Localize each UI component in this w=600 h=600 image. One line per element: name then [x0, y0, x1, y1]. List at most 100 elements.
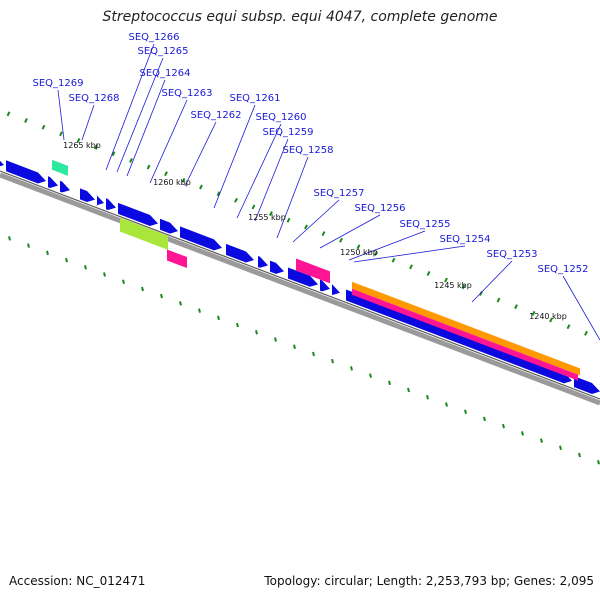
cds-arrow	[574, 376, 600, 394]
tick-mark	[269, 211, 273, 217]
tick-mark	[59, 131, 63, 137]
tick-mark	[514, 304, 518, 310]
tick-mark	[24, 118, 28, 123]
feature-teal	[52, 159, 68, 176]
tick-mark	[388, 380, 391, 386]
tick-mark	[41, 124, 46, 130]
tick-mark	[531, 310, 536, 316]
gene-label-leader	[319, 214, 381, 249]
cds-arrow	[96, 194, 104, 206]
gene-label-leader	[105, 43, 155, 171]
tick-mark	[65, 257, 68, 263]
tick-mark	[559, 445, 562, 451]
gene-label-leader	[236, 123, 282, 219]
cds-arrow	[180, 226, 222, 251]
genome-backbone-edge	[0, 170, 600, 400]
cds-arrow	[160, 218, 178, 234]
tick-mark	[356, 244, 361, 250]
gene-label-leader	[348, 230, 426, 261]
cds-arrow	[6, 160, 46, 184]
tick-mark	[374, 251, 378, 256]
gene-label-leader	[213, 104, 256, 209]
gene-label-leader	[184, 121, 217, 187]
gene-label: SEQ_1256	[355, 203, 406, 214]
gene-label: SEQ_1266	[129, 32, 180, 43]
gene-label-leader	[292, 199, 340, 243]
tick-mark	[445, 402, 448, 407]
gene-label: SEQ_1260	[256, 112, 307, 123]
genome-backbone	[0, 172, 600, 406]
position-label: 1255 kbp	[248, 213, 286, 222]
tick-mark	[407, 387, 410, 393]
tick-mark	[461, 284, 466, 290]
position-label: 1265 kbp	[63, 141, 101, 150]
tick-mark	[286, 217, 291, 223]
tick-mark	[540, 438, 543, 443]
cds-arrow	[106, 198, 116, 211]
cds-arrow	[332, 284, 340, 296]
tick-mark	[339, 237, 343, 243]
gene-label: SEQ_1264	[140, 68, 191, 79]
gene-label: SEQ_1269	[33, 78, 84, 89]
cds-arrow	[118, 202, 158, 226]
tick-mark	[496, 297, 501, 303]
tick-mark	[584, 330, 588, 336]
tick-mark	[549, 317, 553, 323]
tick-mark	[426, 271, 431, 276]
position-label: 1240 kbp	[529, 312, 567, 321]
tick-mark	[409, 264, 413, 270]
tick-mark	[304, 224, 308, 230]
cds-arrow	[0, 160, 4, 167]
tick-mark	[181, 177, 186, 183]
position-label: 1245 kbp	[434, 281, 472, 290]
gene-label-leader	[116, 57, 164, 173]
tick-mark	[391, 257, 396, 263]
cds-arrow	[60, 180, 70, 193]
position-label: 1250 kbp	[340, 248, 378, 257]
gene-label-leader	[562, 275, 600, 341]
gene-label-leader	[276, 156, 309, 239]
tick-mark	[46, 250, 49, 256]
tick-mark	[141, 286, 144, 292]
gene-label: SEQ_1257	[314, 188, 365, 199]
tick-mark	[521, 431, 524, 436]
gene-label: SEQ_1261	[230, 93, 281, 104]
tick-mark	[111, 151, 116, 157]
gene-label-leader	[81, 104, 95, 141]
feature-orange	[352, 281, 580, 376]
tick-mark	[27, 243, 30, 248]
tick-mark	[293, 344, 296, 349]
gene-label-leader	[57, 89, 65, 141]
tick-mark	[8, 236, 11, 241]
tick-mark	[483, 416, 486, 422]
feature-pink-long	[352, 288, 578, 381]
tick-mark	[444, 277, 448, 283]
gene-label: SEQ_1258	[283, 145, 334, 156]
tick-mark	[199, 184, 203, 190]
gene-label: SEQ_1265	[138, 46, 189, 57]
gene-label: SEQ_1252	[538, 264, 589, 275]
tick-mark	[251, 204, 256, 210]
gene-label-leader	[126, 79, 166, 177]
cds-arrow	[226, 243, 254, 263]
tick-mark	[103, 272, 106, 277]
tick-mark	[597, 459, 600, 465]
feature-pink	[296, 258, 330, 284]
tick-mark	[331, 358, 334, 364]
gene-label: SEQ_1253	[487, 249, 538, 260]
gene-label: SEQ_1263	[162, 88, 213, 99]
gene-label: SEQ_1254	[440, 234, 491, 245]
tick-mark	[6, 111, 11, 117]
tick-mark	[164, 171, 168, 177]
tick-mark	[217, 315, 220, 321]
cds-arrow	[48, 176, 58, 188]
tick-mark	[502, 423, 505, 429]
tick-mark	[146, 164, 151, 170]
position-label: 1260 kbp	[153, 178, 191, 187]
cds-arrow	[288, 267, 318, 287]
tick-mark	[198, 308, 201, 313]
cds-arrow	[270, 260, 284, 274]
feature-yellow-green	[120, 217, 168, 250]
tick-mark	[122, 279, 125, 284]
